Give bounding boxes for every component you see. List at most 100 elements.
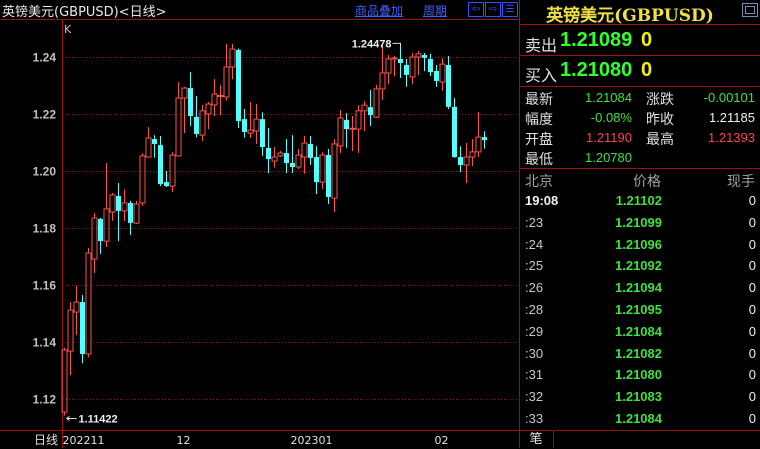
candle-body: [331, 143, 338, 199]
candle: [331, 139, 338, 213]
candle-body: [337, 117, 344, 147]
tick-volume: 0: [748, 236, 756, 252]
arrow-right-icon[interactable]: ⇨: [485, 2, 501, 17]
candle: [80, 294, 85, 364]
candlestick-chart[interactable]: K 日线 1.12 1.14 1.16 1.18 1.20 1.22 1.24 202211 1…: [0, 0, 519, 448]
candle: [295, 149, 302, 170]
volume-header: 现手: [727, 174, 755, 190]
candle-body: [277, 152, 284, 157]
y-tick-label: 1.14: [33, 336, 57, 350]
candle-body: [188, 88, 193, 116]
high-marker-arrow: [392, 42, 401, 47]
latest-value: 1.21084: [585, 90, 632, 105]
candle: [217, 84, 224, 116]
arrow-left-icon[interactable]: ⇦: [468, 2, 484, 17]
candle-body: [482, 137, 487, 141]
candle-body: [439, 63, 446, 83]
tab-trades[interactable]: 笔: [520, 430, 552, 449]
candle: [379, 43, 386, 101]
candle-body: [229, 48, 236, 68]
candle-body: [133, 203, 140, 224]
candle: [194, 96, 199, 138]
candle-body: [361, 104, 368, 112]
tick-time: :32: [525, 389, 544, 405]
candle: [61, 347, 68, 416]
tick-price: 1.21102: [615, 193, 662, 208]
candle: [139, 153, 146, 206]
candle: [121, 189, 128, 222]
divider: [520, 86, 760, 87]
tick-row: :25 1.21092 0: [520, 255, 760, 277]
quote-panel: 英镑美元(GBPUSD) 卖出 1.21089 0 买入 1.21080 0 最…: [519, 0, 760, 448]
candle-body: [116, 196, 121, 211]
sell-price[interactable]: 1.21089: [560, 29, 633, 51]
candle: [253, 104, 260, 144]
candle-body: [164, 182, 169, 187]
candle-body: [175, 97, 182, 157]
candle-body: [128, 202, 133, 223]
candle-body: [391, 57, 398, 60]
candle-body: [326, 155, 331, 197]
tick-price: 1.21092: [615, 258, 662, 274]
candle-body: [434, 70, 439, 81]
candle-body: [266, 147, 271, 160]
candle: [229, 43, 236, 80]
tick-time: :26: [525, 280, 544, 296]
candle: [116, 182, 121, 242]
split-panel-icon[interactable]: ☰: [502, 2, 518, 17]
buy-price[interactable]: 1.21080: [560, 59, 633, 81]
candle: [434, 64, 439, 87]
low-label: 最低: [525, 152, 553, 168]
divider: [520, 168, 760, 169]
buy-label: 买入: [525, 66, 558, 85]
tick-volume: 0: [748, 367, 756, 383]
sell-volume: 0: [641, 29, 653, 51]
quote-title: 英镑美元(GBPUSD): [546, 6, 714, 26]
high-value: 1.21393: [708, 130, 755, 145]
range-label: 幅度: [525, 112, 553, 128]
candle-body: [260, 119, 265, 148]
chart-header: 英镑美元(GBPUSD)<日线> 商品叠加 周期 ⇦ ⇨ ☰: [0, 0, 519, 20]
candle: [337, 110, 344, 154]
candle: [247, 102, 254, 138]
candle-body: [223, 66, 230, 98]
y-tick-label: 1.18: [33, 222, 57, 236]
period-label: 日线: [34, 433, 58, 447]
high-label: 最高: [646, 132, 674, 148]
maximize-icon[interactable]: [742, 3, 758, 17]
tick-time: :28: [525, 302, 544, 317]
period-link[interactable]: 周期: [423, 4, 448, 18]
candle: [409, 53, 416, 85]
candle-body: [145, 137, 152, 158]
candle-body: [61, 349, 68, 413]
tick-price: 1.21099: [615, 214, 662, 230]
candle: [236, 48, 241, 128]
candle-body: [355, 110, 362, 130]
tick-row: :23 1.21099 0: [520, 212, 760, 234]
tick-time: :23: [525, 214, 544, 230]
overlay-link[interactable]: 商品叠加: [355, 4, 404, 18]
low-value-label: 1.11422: [79, 413, 118, 425]
candle: [85, 247, 92, 358]
candle: [164, 171, 169, 187]
candle-body: [217, 94, 224, 97]
y-tick-label: 1.12: [33, 393, 57, 407]
candle: [452, 98, 457, 158]
high-value-label: 1.24478: [352, 38, 392, 50]
tick-volume: 0: [748, 323, 756, 339]
tick-price: 1.21080: [615, 367, 662, 383]
candle-body: [415, 53, 422, 58]
candle-body: [211, 93, 218, 106]
candle-body: [409, 56, 416, 78]
x-tick-label: 12: [177, 434, 191, 447]
open-value: 1.21190: [585, 130, 632, 145]
candle: [109, 192, 116, 221]
candle: [271, 147, 278, 168]
candle-body: [199, 110, 206, 136]
candle-body: [205, 103, 212, 115]
candle-body: [253, 118, 260, 132]
candle: [314, 146, 319, 195]
tick-price: 1.21095: [615, 302, 662, 317]
buy-volume: 0: [641, 59, 653, 81]
tick-time: :24: [525, 236, 544, 252]
